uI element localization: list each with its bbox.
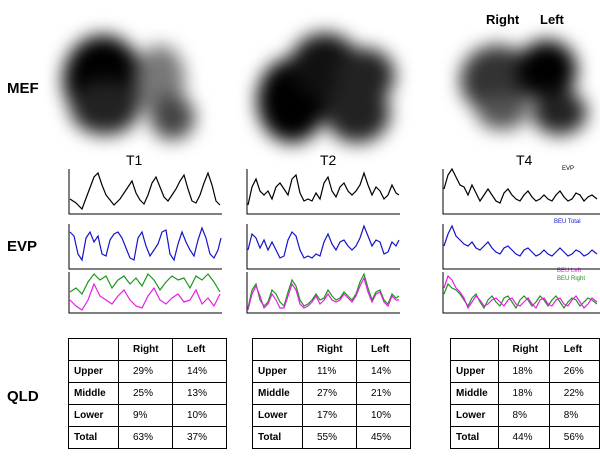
table-row-label: Total xyxy=(68,426,119,449)
table-header-row: Right Left xyxy=(252,338,411,361)
qld-table-t2: Right Left Upper 11% 14% Middle 27% 21% … xyxy=(252,338,411,449)
row-label-mef: MEF xyxy=(7,80,39,97)
table-header-row: Right Left xyxy=(68,338,227,361)
evp-trace-t4 xyxy=(442,167,600,215)
table-row: Lower 9% 10% xyxy=(68,404,227,427)
table-header-cell xyxy=(450,338,499,361)
table-header-cell: Right xyxy=(302,338,357,361)
table-cell: 26% xyxy=(548,360,600,383)
table-row-label: Middle xyxy=(68,382,119,405)
beu-left-right-trace-t4 xyxy=(442,272,600,314)
table-row: Middle 27% 21% xyxy=(252,382,411,405)
table-cell: 10% xyxy=(172,404,227,427)
table-row: Lower 8% 8% xyxy=(450,404,600,427)
qld-table-t1: Right Left Upper 29% 14% Middle 25% 13% … xyxy=(68,338,227,449)
table-cell: 45% xyxy=(356,426,411,449)
table-cell: 18% xyxy=(497,382,550,405)
table-cell: 18% xyxy=(497,360,550,383)
table-header-cell: Left xyxy=(356,338,411,361)
legend-beu-left: BEU Left xyxy=(557,268,582,274)
beu-left-right-trace-t1 xyxy=(68,272,222,314)
table-header-cell xyxy=(252,338,303,361)
legend-evp: EVP xyxy=(562,166,575,172)
mef-image-t4 xyxy=(452,35,597,145)
table-row: Lower 17% 10% xyxy=(252,404,411,427)
beu-total-trace-t4 xyxy=(442,224,600,270)
orientation-right-label: Right xyxy=(486,12,520,27)
table-row-label: Upper xyxy=(252,360,303,383)
table-row: Total 55% 45% xyxy=(252,426,411,449)
table-row: Total 63% 37% xyxy=(68,426,227,449)
table-row: Upper 11% 14% xyxy=(252,360,411,383)
table-cell: 11% xyxy=(302,360,357,383)
table-header-cell: Left xyxy=(172,338,227,361)
table-cell: 56% xyxy=(548,426,600,449)
evp-trace-t2 xyxy=(246,169,400,215)
table-row: Middle 18% 22% xyxy=(450,382,600,405)
table-header-cell: Left xyxy=(548,338,600,361)
table-row: Upper 29% 14% xyxy=(68,360,227,383)
table-row-label: Middle xyxy=(252,382,303,405)
row-label-qld: QLD xyxy=(7,388,39,405)
table-row-label: Upper xyxy=(450,360,499,383)
table-cell: 22% xyxy=(548,382,600,405)
beu-left-right-trace-t2 xyxy=(246,272,400,314)
evp-trace-t1 xyxy=(68,169,222,215)
beu-total-trace-t2 xyxy=(246,224,400,270)
row-label-evp: EVP xyxy=(7,238,38,255)
table-row-label: Lower xyxy=(450,404,499,427)
table-cell: 10% xyxy=(356,404,411,427)
legend-beu-total: BEU Total xyxy=(554,219,581,225)
table-header-row: Right Left xyxy=(450,338,600,361)
orientation-left-label: Left xyxy=(540,12,564,27)
table-cell: 9% xyxy=(118,404,173,427)
table-cell: 25% xyxy=(118,382,173,405)
table-header-cell xyxy=(68,338,119,361)
table-cell: 17% xyxy=(302,404,357,427)
table-cell: 21% xyxy=(356,382,411,405)
table-row-label: Total xyxy=(252,426,303,449)
table-row: Total 44% 56% xyxy=(450,426,600,449)
table-cell: 29% xyxy=(118,360,173,383)
table-cell: 44% xyxy=(497,426,550,449)
table-row-label: Upper xyxy=(68,360,119,383)
table-cell: 63% xyxy=(118,426,173,449)
mef-image-t1 xyxy=(55,25,205,150)
table-cell: 37% xyxy=(172,426,227,449)
table-cell: 14% xyxy=(356,360,411,383)
time-label-t2: T2 xyxy=(320,152,337,168)
table-cell: 13% xyxy=(172,382,227,405)
qld-table-t4: Right Left Upper 18% 26% Middle 18% 22% … xyxy=(450,338,600,449)
beu-total-trace-t1 xyxy=(68,224,222,270)
table-cell: 8% xyxy=(497,404,550,427)
table-row-label: Middle xyxy=(450,382,499,405)
table-header-cell: Right xyxy=(497,338,550,361)
table-row: Upper 18% 26% xyxy=(450,360,600,383)
mef-image-t2 xyxy=(245,28,405,150)
time-label-t4: T4 xyxy=(516,152,533,168)
table-header-cell: Right xyxy=(118,338,173,361)
time-label-t1: T1 xyxy=(126,152,143,168)
table-cell: 27% xyxy=(302,382,357,405)
table-row-label: Lower xyxy=(252,404,303,427)
legend-beu-right: BEU Right xyxy=(557,276,586,282)
table-cell: 8% xyxy=(548,404,600,427)
table-cell: 55% xyxy=(302,426,357,449)
table-row: Middle 25% 13% xyxy=(68,382,227,405)
table-row-label: Total xyxy=(450,426,499,449)
table-cell: 14% xyxy=(172,360,227,383)
table-row-label: Lower xyxy=(68,404,119,427)
